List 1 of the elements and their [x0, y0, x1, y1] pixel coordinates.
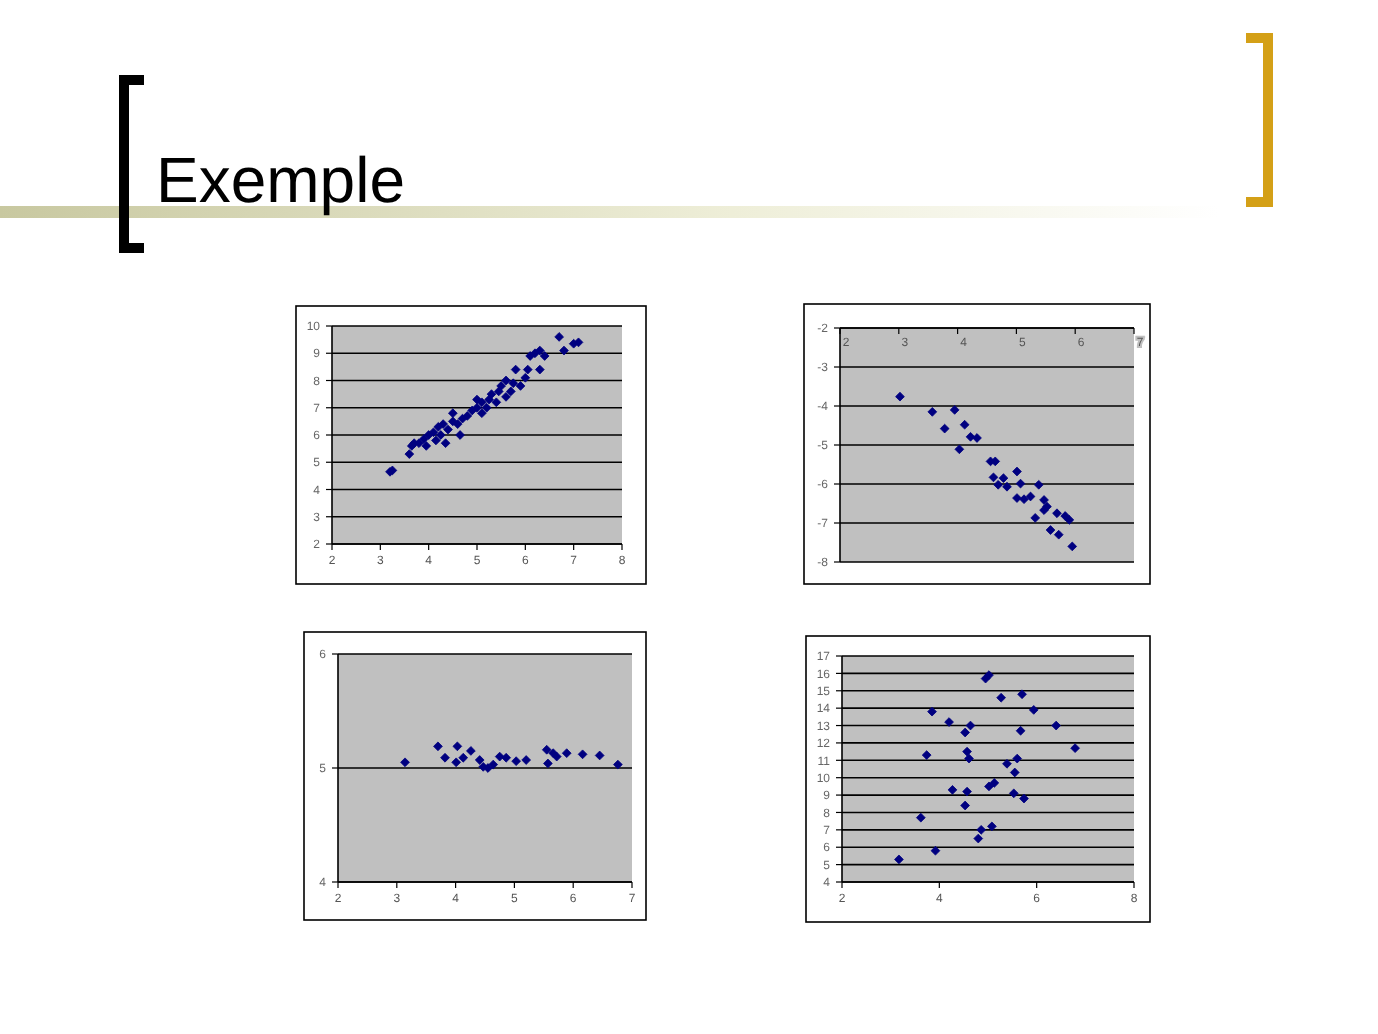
chart-title: Exemple	[156, 144, 405, 216]
